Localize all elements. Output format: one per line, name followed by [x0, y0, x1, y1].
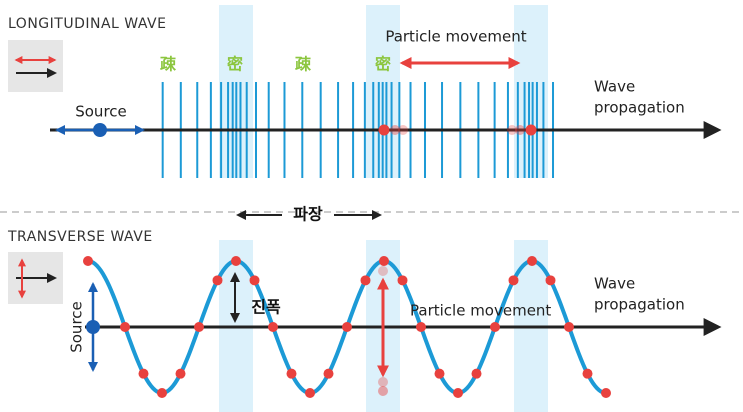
particles — [83, 256, 611, 398]
particle-trail — [378, 266, 388, 396]
particle — [212, 275, 223, 286]
particle — [83, 256, 93, 266]
propagation-label: Wave — [594, 275, 635, 293]
particle — [545, 275, 556, 286]
particle — [416, 322, 426, 332]
particle — [490, 322, 500, 332]
rarefaction-label: 疎 — [295, 55, 312, 74]
particle — [305, 388, 315, 398]
particle-movement-label: Particle movement — [385, 28, 526, 46]
particle — [249, 275, 260, 286]
wave-curve — [84, 259, 606, 395]
particle — [231, 256, 241, 266]
particle — [379, 256, 389, 266]
source-label: Source — [68, 301, 86, 353]
compression-label: 密 — [374, 55, 391, 74]
propagation-label: Wave — [594, 78, 635, 96]
particle — [601, 388, 611, 398]
particle — [286, 368, 297, 379]
propagation-label: propagation — [594, 296, 685, 314]
particle — [157, 388, 167, 398]
particle — [582, 368, 593, 379]
rarefaction-label: 疎 — [160, 55, 177, 74]
particle — [268, 322, 278, 332]
particle — [564, 322, 574, 332]
particles — [378, 124, 537, 136]
propagation-label: propagation — [594, 99, 685, 117]
icon — [8, 40, 63, 92]
particle — [434, 368, 445, 379]
source-dot — [93, 123, 107, 137]
compression-label: 密 — [226, 55, 243, 74]
particle — [138, 368, 149, 379]
particle — [508, 275, 519, 286]
section-title: LONGITUDINAL WAVE — [8, 16, 166, 32]
amplitude-label: 진폭 — [251, 298, 281, 317]
source-label: Source — [75, 103, 127, 121]
particle — [342, 322, 352, 332]
wavelength-label: 파장 — [293, 205, 323, 224]
section-title: TRANSVERSE WAVE — [7, 229, 153, 245]
particle — [194, 322, 204, 332]
particle — [397, 275, 408, 286]
particle — [360, 275, 371, 286]
particle — [120, 322, 130, 332]
particle — [471, 368, 482, 379]
source-dot — [86, 320, 100, 334]
particle — [323, 368, 334, 379]
particle — [527, 256, 537, 266]
particle — [453, 388, 463, 398]
particle-movement-label: Particle movement — [410, 302, 551, 320]
particle — [175, 368, 186, 379]
icon — [8, 252, 63, 304]
